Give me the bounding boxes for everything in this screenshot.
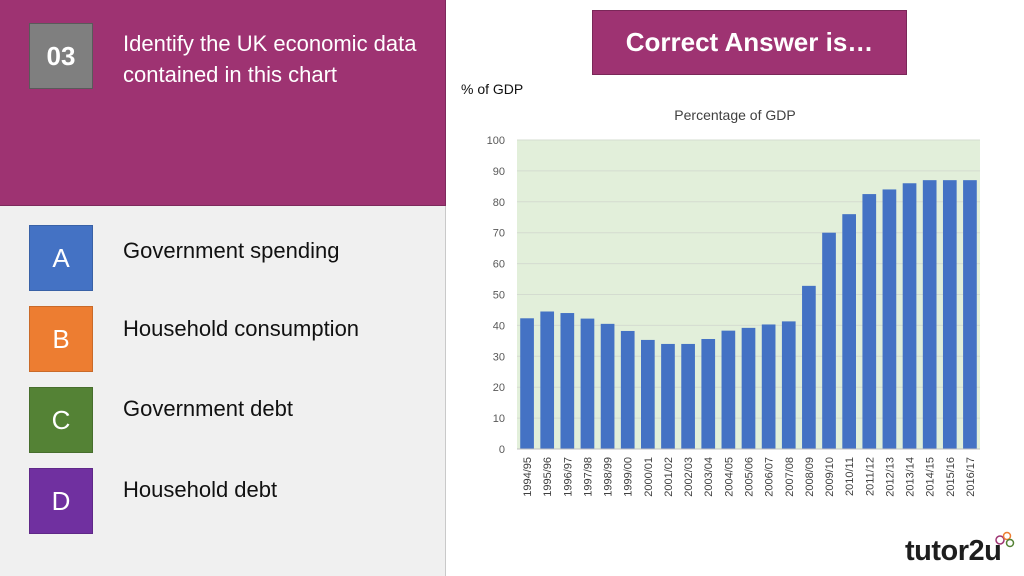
- bar: [761, 324, 776, 449]
- y-tick-label: 70: [493, 228, 505, 240]
- y-tick-label: 30: [493, 351, 505, 363]
- tutor2u-logo: tutor2u: [905, 535, 1002, 567]
- option-c-letter: C: [51, 404, 71, 435]
- bar: [922, 180, 937, 450]
- option-d-label[interactable]: Household debt: [123, 477, 278, 502]
- x-tick-label: 2001/02: [663, 457, 675, 497]
- x-tick-label: 2011/12: [864, 457, 876, 496]
- question-text: Identify the UK economic data contained …: [123, 31, 417, 87]
- option-b-letter: B: [52, 323, 70, 354]
- x-tick-label: 2000/01: [643, 457, 655, 497]
- correct-answer-button[interactable]: Correct Answer is…: [592, 10, 907, 75]
- bar: [842, 214, 856, 449]
- x-tick-label: 2008/09: [804, 457, 816, 497]
- x-tick-label: 1999/00: [623, 457, 635, 497]
- x-tick-label: 2009/10: [824, 457, 836, 497]
- x-tick-label: 2002/03: [683, 457, 695, 497]
- y-tick-label: 60: [493, 259, 505, 271]
- option-a-label[interactable]: Government spending: [123, 238, 340, 263]
- bar: [741, 327, 756, 449]
- chart-title: Percentage of GDP: [674, 107, 796, 123]
- option-a-box[interactable]: A: [29, 225, 93, 291]
- bar: [862, 194, 877, 449]
- option-a-letter: A: [52, 242, 70, 273]
- bar: [802, 285, 816, 449]
- bar: [902, 183, 917, 449]
- x-tick-label: 1997/98: [582, 457, 594, 497]
- bar: [600, 323, 615, 449]
- bar: [580, 318, 595, 449]
- bar: [963, 180, 977, 450]
- bar: [781, 321, 796, 449]
- y-tick-label: 50: [493, 290, 505, 302]
- x-tick-label: 1996/97: [562, 457, 574, 497]
- x-tick-label: 2010/11: [844, 457, 856, 496]
- bar: [560, 313, 575, 449]
- bar: [681, 343, 695, 449]
- x-tick-label: 2014/15: [925, 457, 937, 497]
- logo-flower-icon: [995, 531, 1015, 548]
- x-tick-label: 2004/05: [723, 457, 735, 497]
- option-b-label[interactable]: Household consumption: [123, 316, 360, 341]
- y-tick-label: 100: [487, 135, 505, 147]
- x-tick-label: 2016/17: [965, 457, 977, 497]
- x-tick-label: 2013/14: [905, 457, 917, 497]
- y-tick-label: 10: [493, 413, 505, 425]
- bar: [641, 339, 655, 449]
- bar: [620, 330, 635, 449]
- y-tick-label: 40: [493, 320, 505, 332]
- chart-y-unit-label: % of GDP: [461, 81, 524, 97]
- bar: [520, 318, 534, 449]
- option-b-box[interactable]: B: [29, 306, 93, 372]
- bar: [540, 311, 555, 449]
- bar: [942, 180, 957, 450]
- option-d-letter: D: [51, 485, 71, 516]
- bar: [661, 343, 675, 449]
- option-c-box[interactable]: C: [29, 387, 93, 453]
- y-tick-label: 80: [493, 197, 505, 209]
- bar: [822, 232, 836, 449]
- option-c-label[interactable]: Government debt: [123, 396, 293, 421]
- bar: [721, 330, 736, 449]
- x-tick-label: 2006/07: [764, 457, 776, 497]
- x-tick-label: 1994/95: [522, 457, 534, 497]
- gdp-bar-chart: 0 10 20 30 40 50 60 70 80 90 100 1994/95 1995/96 1996…: [487, 135, 980, 497]
- y-tick-label: 0: [499, 444, 505, 456]
- x-tick-label: 2007/08: [784, 457, 796, 497]
- option-d-box[interactable]: D: [29, 468, 93, 534]
- question-panel: 03 Identify the UK economic data contain…: [0, 0, 446, 206]
- bar: [701, 338, 716, 449]
- x-tick-label: 2003/04: [703, 457, 715, 497]
- x-tick-label: 1995/96: [542, 457, 554, 497]
- x-tick-label: 2015/16: [945, 457, 957, 497]
- bar: [882, 189, 897, 449]
- x-tick-label: 2005/06: [744, 457, 756, 497]
- x-tick-label: 2012/13: [884, 457, 896, 497]
- y-tick-label: 90: [493, 166, 505, 178]
- y-tick-label: 20: [493, 382, 505, 394]
- question-number: 03: [29, 23, 93, 89]
- x-tick-label: 1998/99: [603, 457, 615, 497]
